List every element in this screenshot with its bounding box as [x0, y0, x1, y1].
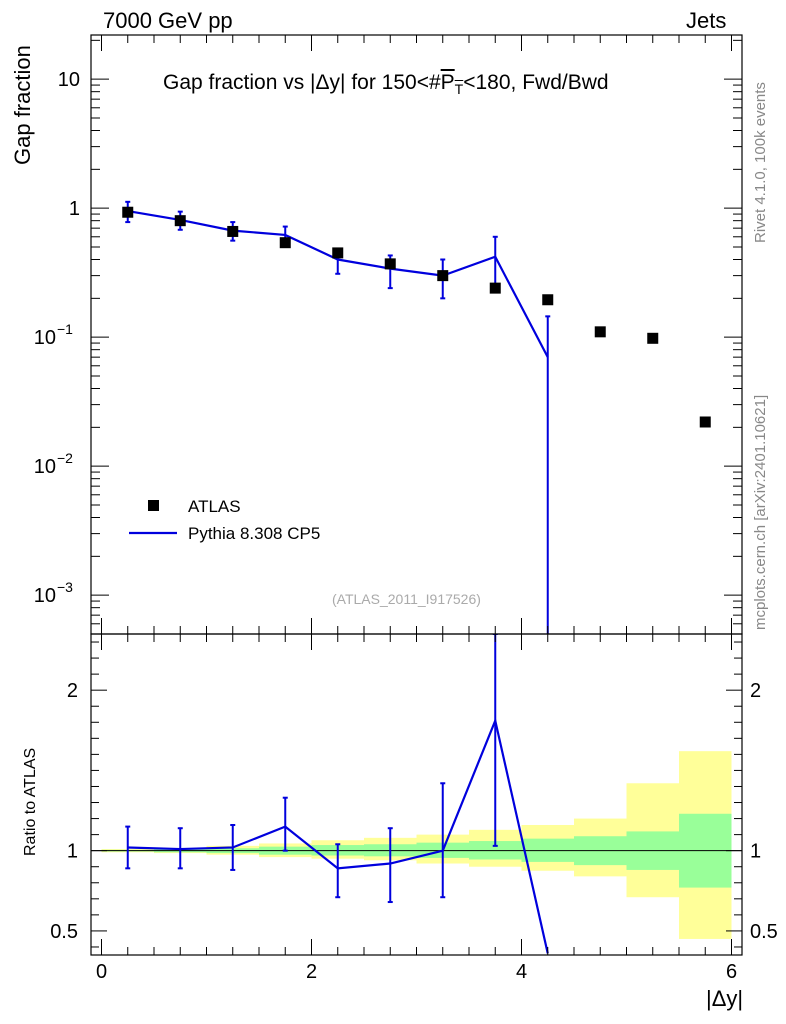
- ratio-y-tick-label-right: 1: [750, 841, 761, 863]
- main-y-tick-exponent: −3: [57, 579, 73, 595]
- title-overline: P: [440, 71, 455, 94]
- main-y-axis-label: Gap fraction: [10, 45, 35, 165]
- pythia-line: [127, 209, 549, 358]
- legend-atlas-label: ATLAS: [188, 497, 241, 516]
- legend: ATLAS Pythia 8.308 CP5: [129, 497, 320, 543]
- atlas-data-point: [594, 326, 606, 338]
- atlas-data-point: [227, 225, 239, 237]
- x-tick-label: 4: [516, 961, 527, 983]
- ratio-y-tick-label-left: 2: [67, 680, 78, 702]
- ratio-uncertainty-bands: [101, 751, 732, 939]
- main-y-tick-exponent: −1: [57, 321, 73, 337]
- ratio-y-tick-label-left: 0.5: [50, 921, 78, 943]
- ratio-series-group: [125, 634, 549, 954]
- atlas-data-point: [437, 270, 449, 282]
- atlas-data-point: [174, 215, 186, 227]
- main-y-tick-label: 10: [34, 585, 56, 607]
- main-y-tick-label: 10: [34, 456, 56, 478]
- ratio-y-tick-label-right: 2: [750, 680, 761, 702]
- atlas-data-point: [384, 258, 396, 270]
- atlas-data-point: [279, 237, 291, 249]
- title-post: <180, Fwd/Bwd: [463, 71, 609, 94]
- x-tick-label: 2: [306, 961, 317, 983]
- ratio-y-tick-label-left: 1: [67, 841, 78, 863]
- title-pre: Gap fraction vs |Δy| for 150<#: [163, 71, 441, 94]
- x-tick-label: 0: [96, 961, 107, 983]
- atlas-data-point: [647, 332, 659, 344]
- title-sub: T: [454, 81, 464, 98]
- atlas-data-point: [122, 206, 134, 218]
- main-frame: [90, 34, 743, 635]
- main-y-tick-label: 1: [69, 198, 80, 220]
- atlas-data-point: [332, 247, 344, 259]
- legend-pythia-label: Pythia 8.308 CP5: [188, 524, 320, 543]
- ratio-y-tick-label-right: 0.5: [750, 921, 778, 943]
- ratio-y-axis-label: Ratio to ATLAS: [22, 747, 39, 856]
- atlas-data-point: [542, 294, 554, 306]
- header-right: Jets: [686, 8, 727, 33]
- x-tick-label: 6: [726, 961, 737, 983]
- analysis-annotation: (ATLAS_2011_I917526): [332, 591, 481, 607]
- mcplots-info: mcplots.cern.ch [arXiv:2401.10621]: [752, 394, 769, 630]
- atlas-data-point: [489, 282, 501, 294]
- main-y-tick-label: 10: [34, 327, 56, 349]
- series-layer: [122, 200, 711, 954]
- main-y-tick-label: 10: [58, 69, 80, 91]
- x-axis-label: |Δy|: [706, 986, 744, 1011]
- main-title: Gap fraction vs |Δy| for 150<#PT<180, Fw…: [163, 71, 609, 97]
- legend-atlas-marker: [148, 500, 159, 511]
- main-y-tick-exponent: −2: [57, 450, 73, 466]
- header-left: 7000 GeV pp: [103, 8, 233, 33]
- rivet-info: Rivet 4.1.0, 100k events: [752, 82, 769, 243]
- atlas-data-point: [699, 416, 711, 428]
